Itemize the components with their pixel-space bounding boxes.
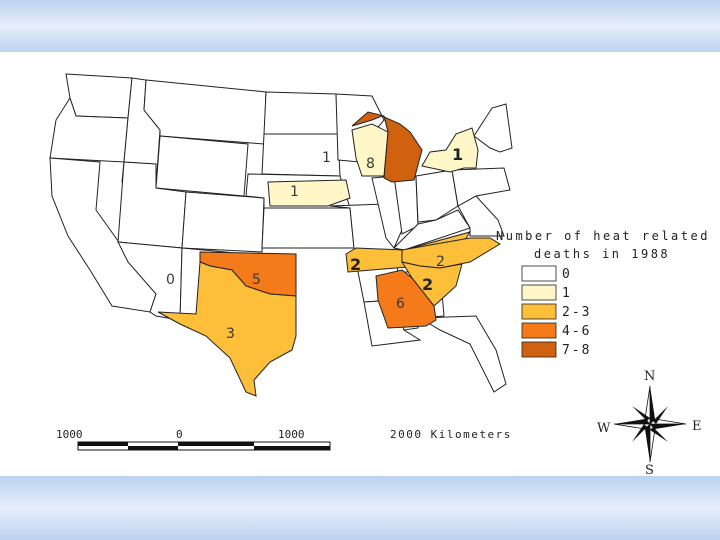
scale-bar-seg-4 (254, 446, 330, 450)
label-north-carolina: 2 (436, 254, 445, 270)
state-value-labels: 1 8 1 1 0 5 3 2 2 2 6 (166, 145, 463, 342)
legend-swatch-3 (521, 322, 557, 339)
legend-label-4: 7-8 (562, 343, 591, 358)
label-nevada: 0 (166, 272, 175, 288)
map-panel: 1 8 1 1 0 5 3 2 2 2 6 Number of heat rel… (0, 52, 720, 476)
scale-bar: 1000 0 1000 2000 Kilometers (56, 428, 512, 451)
scale-label-1000-right: 1000 (278, 428, 305, 441)
state-wyoming (155, 135, 249, 197)
state-michigan (351, 111, 423, 183)
compass-w: W (597, 421, 611, 436)
scale-label-2000: 2000 Kilometers (390, 428, 512, 441)
label-tennessee: 2 (350, 255, 361, 274)
label-iowa: 1 (290, 184, 299, 200)
label-new-york: 1 (452, 145, 463, 164)
legend-swatch-0 (521, 265, 557, 282)
state-north-dakota (263, 91, 339, 135)
scale-label-0: 0 (176, 428, 183, 441)
compass-s: S (645, 463, 654, 476)
label-georgia: 6 (396, 296, 405, 312)
legend-label-0: 0 (562, 267, 572, 282)
compass-rose: N W E S (597, 369, 702, 476)
state-texas (157, 261, 297, 397)
scale-label-1000-left: 1000 (56, 428, 83, 441)
compass-e: E (692, 419, 702, 434)
colored-states (157, 111, 501, 397)
scale-bar-seg-3 (178, 442, 254, 446)
top-banner (0, 0, 720, 52)
legend-swatch-4 (521, 341, 557, 358)
state-kansas (261, 207, 355, 249)
legend-label-1: 1 (562, 286, 572, 301)
state-new-england (473, 103, 513, 153)
compass-star-icon (613, 385, 687, 463)
label-texas: 3 (226, 326, 235, 342)
state-pennsylvania (451, 167, 511, 207)
legend-label-2: 2-3 (562, 305, 591, 320)
label-oklahoma: 5 (252, 272, 261, 288)
state-iowa (267, 179, 351, 207)
state-new-york (421, 127, 479, 173)
legend-title-line2: deaths in 1988 (534, 247, 670, 261)
legend: Number of heat related deaths in 1988 0 1… (496, 229, 710, 358)
legend-swatch-1 (521, 284, 557, 301)
label-michigan: 8 (366, 156, 375, 172)
legend-swatch-2 (521, 303, 557, 320)
legend-title-line1: Number of heat related (496, 229, 710, 243)
state-colorado (181, 191, 265, 253)
scale-bar-seg-1 (78, 442, 128, 446)
state-california (49, 157, 157, 313)
label-south-carolina: 2 (422, 275, 433, 294)
us-map-svg: 1 8 1 1 0 5 3 2 2 2 6 Number of heat rel… (49, 73, 710, 476)
state-florida (418, 315, 507, 393)
bottom-banner (0, 476, 720, 540)
compass-n: N (644, 369, 655, 384)
label-wisconsin: 1 (322, 150, 331, 166)
state-montana (143, 79, 267, 145)
state-georgia (375, 269, 437, 329)
scale-bar-seg-2 (128, 446, 178, 450)
state-washington (65, 73, 133, 119)
legend-label-3: 4-6 (562, 324, 591, 339)
legend-items: 0 1 2-3 4-6 7-8 (521, 265, 591, 358)
